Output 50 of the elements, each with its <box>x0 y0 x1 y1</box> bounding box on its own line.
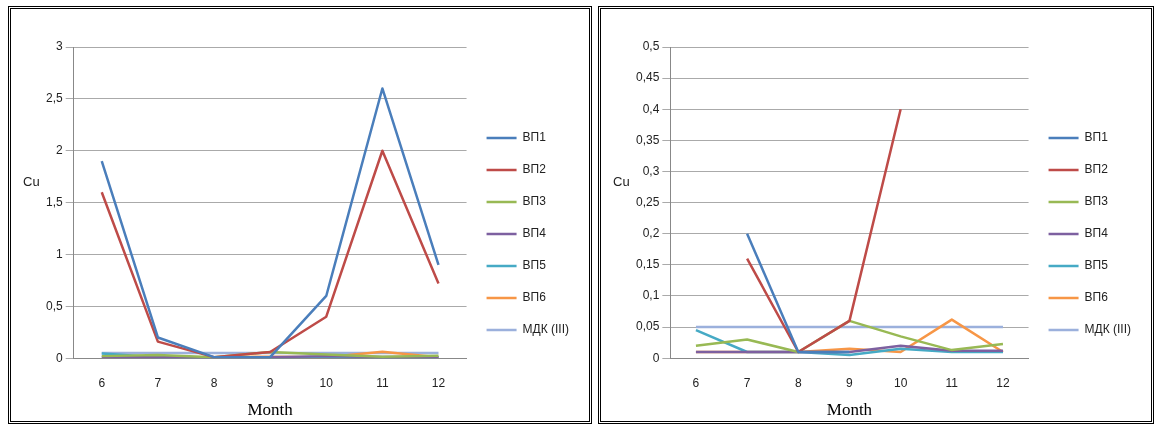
x-axis-title: Month <box>247 400 294 420</box>
x-tick-label: 9 <box>266 375 274 390</box>
legend-label: ВП1 <box>1084 130 1109 145</box>
x-tick-label: 7 <box>154 375 162 390</box>
legend-label: ВП5 <box>1084 258 1109 273</box>
y-tick-label: 1,5 <box>45 194 63 209</box>
x-tick-label: 11 <box>376 375 389 390</box>
y-axis-title: Cu <box>23 174 40 190</box>
x-tick-label: 6 <box>692 375 700 390</box>
y-tick-label: 0,1 <box>642 288 660 303</box>
x-tick-label: 9 <box>846 375 854 390</box>
x-tick-label: 6 <box>98 375 106 390</box>
y-tick-label: 0,15 <box>636 257 660 272</box>
x-tick-label: 12 <box>431 375 446 390</box>
x-axis-title: Month <box>826 400 873 420</box>
y-tick-label: 0,05 <box>636 319 660 334</box>
legend-label: ВП2 <box>1084 162 1109 177</box>
legend-label: ВП3 <box>522 194 547 209</box>
x-tick-label: 10 <box>893 375 908 390</box>
x-tick-label: 10 <box>319 375 334 390</box>
y-tick-label: 0 <box>652 350 660 365</box>
x-tick-label: 8 <box>210 375 218 390</box>
legend-label: ВП3 <box>1084 194 1109 209</box>
legend-label: ВП2 <box>522 162 547 177</box>
legend-label: ВП6 <box>1084 290 1109 305</box>
y-tick-label: 2 <box>55 143 63 158</box>
legend-label: ВП4 <box>522 226 547 241</box>
y-tick-label: 2,5 <box>45 91 63 106</box>
y-tick-label: 0,3 <box>642 163 660 178</box>
y-tick-label: 0,2 <box>642 226 660 241</box>
legend-label: ВП4 <box>1084 226 1109 241</box>
legend-label: ВП6 <box>522 290 547 305</box>
legend-label: МДК (III) <box>1084 322 1132 337</box>
x-tick-label: 8 <box>794 375 802 390</box>
y-tick-label: 1 <box>55 246 63 261</box>
y-axis-title: Cu <box>613 174 630 190</box>
y-tick-label: 0,5 <box>45 298 63 313</box>
x-tick-label: 11 <box>945 375 959 390</box>
y-tick-label: 0,35 <box>636 132 660 147</box>
legend-label: ВП1 <box>522 130 547 145</box>
legend-label: ВП5 <box>522 258 547 273</box>
y-tick-label: 3 <box>55 39 63 54</box>
y-tick-label: 0 <box>55 350 63 365</box>
y-tick-label: 0,25 <box>636 194 660 209</box>
x-tick-label: 12 <box>996 375 1010 390</box>
x-tick-label: 7 <box>743 375 751 390</box>
y-tick-label: 0,4 <box>642 101 660 116</box>
legend-label: МДК (III) <box>522 322 570 337</box>
y-tick-label: 0,45 <box>636 70 660 85</box>
y-tick-label: 0,5 <box>642 39 660 54</box>
